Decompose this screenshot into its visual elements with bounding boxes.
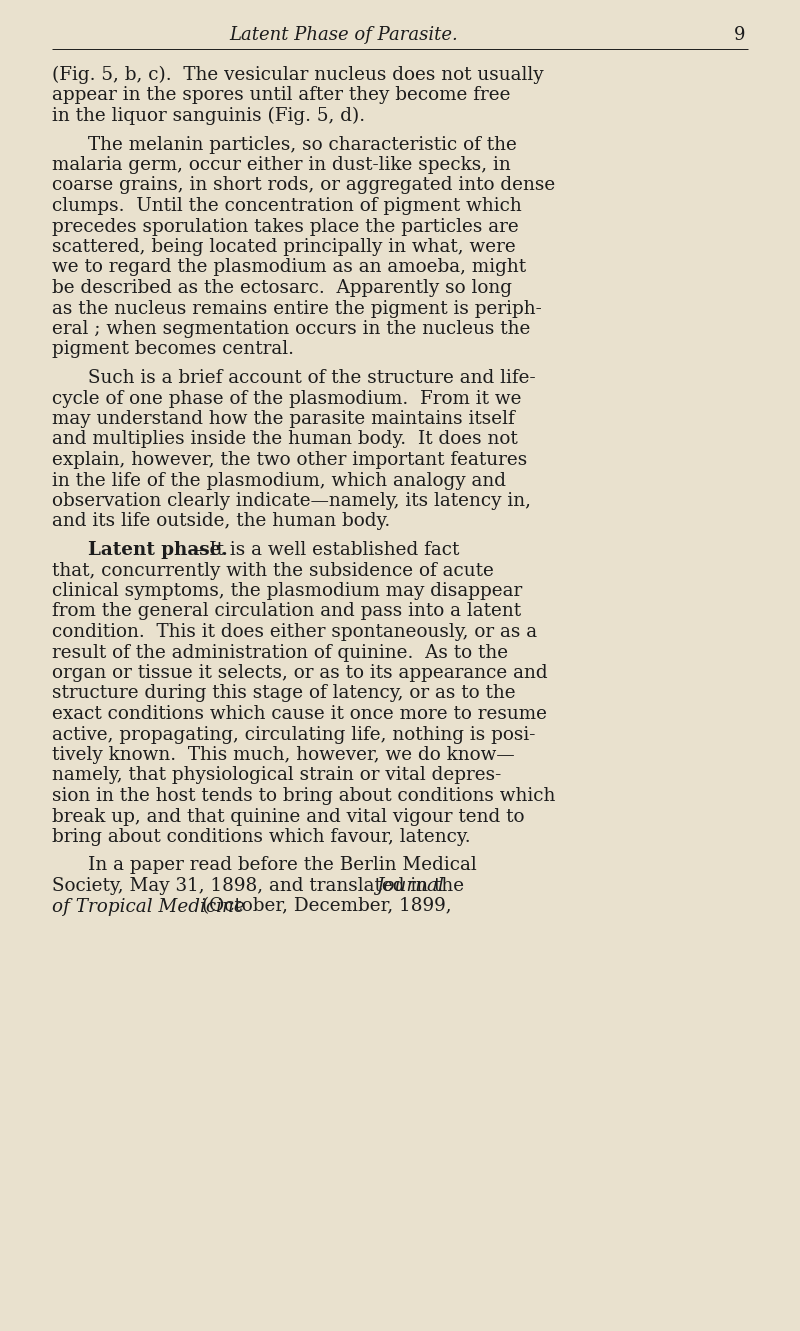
Text: coarse grains, in short rods, or aggregated into dense: coarse grains, in short rods, or aggrega…: [52, 177, 555, 194]
Text: organ or tissue it selects, or as to its appearance and: organ or tissue it selects, or as to its…: [52, 664, 548, 681]
Text: result of the administration of quinine.  As to the: result of the administration of quinine.…: [52, 643, 508, 662]
Text: observation clearly indicate—namely, its latency in,: observation clearly indicate—namely, its…: [52, 492, 531, 510]
Text: 9: 9: [734, 27, 746, 44]
Text: appear in the spores until after they become free: appear in the spores until after they be…: [52, 87, 510, 105]
Text: (October, December, 1899,: (October, December, 1899,: [196, 897, 452, 916]
Text: tively known.  This much, however, we do know—: tively known. This much, however, we do …: [52, 745, 514, 764]
Text: and its life outside, the human body.: and its life outside, the human body.: [52, 512, 390, 531]
Text: structure during this stage of latency, or as to the: structure during this stage of latency, …: [52, 684, 516, 703]
Text: precedes sporulation takes place the particles are: precedes sporulation takes place the par…: [52, 217, 518, 236]
Text: Journal: Journal: [376, 877, 444, 894]
Text: be described as the ectosarc.  Apparently so long: be described as the ectosarc. Apparently…: [52, 280, 512, 297]
Text: Latent Phase of Parasite.: Latent Phase of Parasite.: [230, 27, 458, 44]
Text: Latent phase.: Latent phase.: [88, 540, 228, 559]
Text: bring about conditions which favour, latency.: bring about conditions which favour, lat…: [52, 828, 470, 847]
Text: clinical symptoms, the plasmodium may disappear: clinical symptoms, the plasmodium may di…: [52, 582, 522, 600]
Text: in the life of the plasmodium, which analogy and: in the life of the plasmodium, which ana…: [52, 471, 506, 490]
Text: may understand how the parasite maintains itself: may understand how the parasite maintain…: [52, 410, 514, 429]
Text: condition.  This it does either spontaneously, or as a: condition. This it does either spontaneo…: [52, 623, 537, 642]
Text: in the liquor sanguinis (Fig. 5, d).: in the liquor sanguinis (Fig. 5, d).: [52, 106, 365, 125]
Text: sion in the host tends to bring about conditions which: sion in the host tends to bring about co…: [52, 787, 555, 805]
Text: (Fig. 5, b, c).  The vesicular nucleus does not usually: (Fig. 5, b, c). The vesicular nucleus do…: [52, 67, 544, 84]
Text: from the general circulation and pass into a latent: from the general circulation and pass in…: [52, 603, 521, 620]
Text: break up, and that quinine and vital vigour tend to: break up, and that quinine and vital vig…: [52, 808, 525, 825]
Text: of Tropical Medicine: of Tropical Medicine: [52, 897, 245, 916]
Text: —It is a well established fact: —It is a well established fact: [190, 540, 459, 559]
Text: In a paper read before the Berlin Medical: In a paper read before the Berlin Medica…: [88, 857, 477, 874]
Text: scattered, being located principally in what, were: scattered, being located principally in …: [52, 238, 516, 256]
Text: active, propagating, circulating life, nothing is posi-: active, propagating, circulating life, n…: [52, 725, 535, 744]
Text: cycle of one phase of the plasmodium.  From it we: cycle of one phase of the plasmodium. Fr…: [52, 390, 522, 407]
Text: malaria germ, occur either in dust-like specks, in: malaria germ, occur either in dust-like …: [52, 156, 510, 174]
Text: pigment becomes central.: pigment becomes central.: [52, 341, 294, 358]
Text: that, concurrently with the subsidence of acute: that, concurrently with the subsidence o…: [52, 562, 494, 579]
Text: and multiplies inside the human body.  It does not: and multiplies inside the human body. It…: [52, 430, 518, 449]
Text: explain, however, the two other important features: explain, however, the two other importan…: [52, 451, 527, 469]
Text: clumps.  Until the concentration of pigment which: clumps. Until the concentration of pigme…: [52, 197, 522, 216]
Text: exact conditions which cause it once more to resume: exact conditions which cause it once mor…: [52, 705, 547, 723]
Text: The melanin particles, so characteristic of the: The melanin particles, so characteristic…: [88, 136, 517, 153]
Text: Such is a brief account of the structure and life-: Such is a brief account of the structure…: [88, 369, 536, 387]
Text: as the nucleus remains entire the pigment is periph-: as the nucleus remains entire the pigmen…: [52, 299, 542, 318]
Text: Society, May 31, 1898, and translated in the: Society, May 31, 1898, and translated in…: [52, 877, 470, 894]
Text: eral ; when segmentation occurs in the nucleus the: eral ; when segmentation occurs in the n…: [52, 319, 530, 338]
Text: namely, that physiological strain or vital depres-: namely, that physiological strain or vit…: [52, 767, 502, 784]
Text: we to regard the plasmodium as an amoeba, might: we to regard the plasmodium as an amoeba…: [52, 258, 526, 277]
